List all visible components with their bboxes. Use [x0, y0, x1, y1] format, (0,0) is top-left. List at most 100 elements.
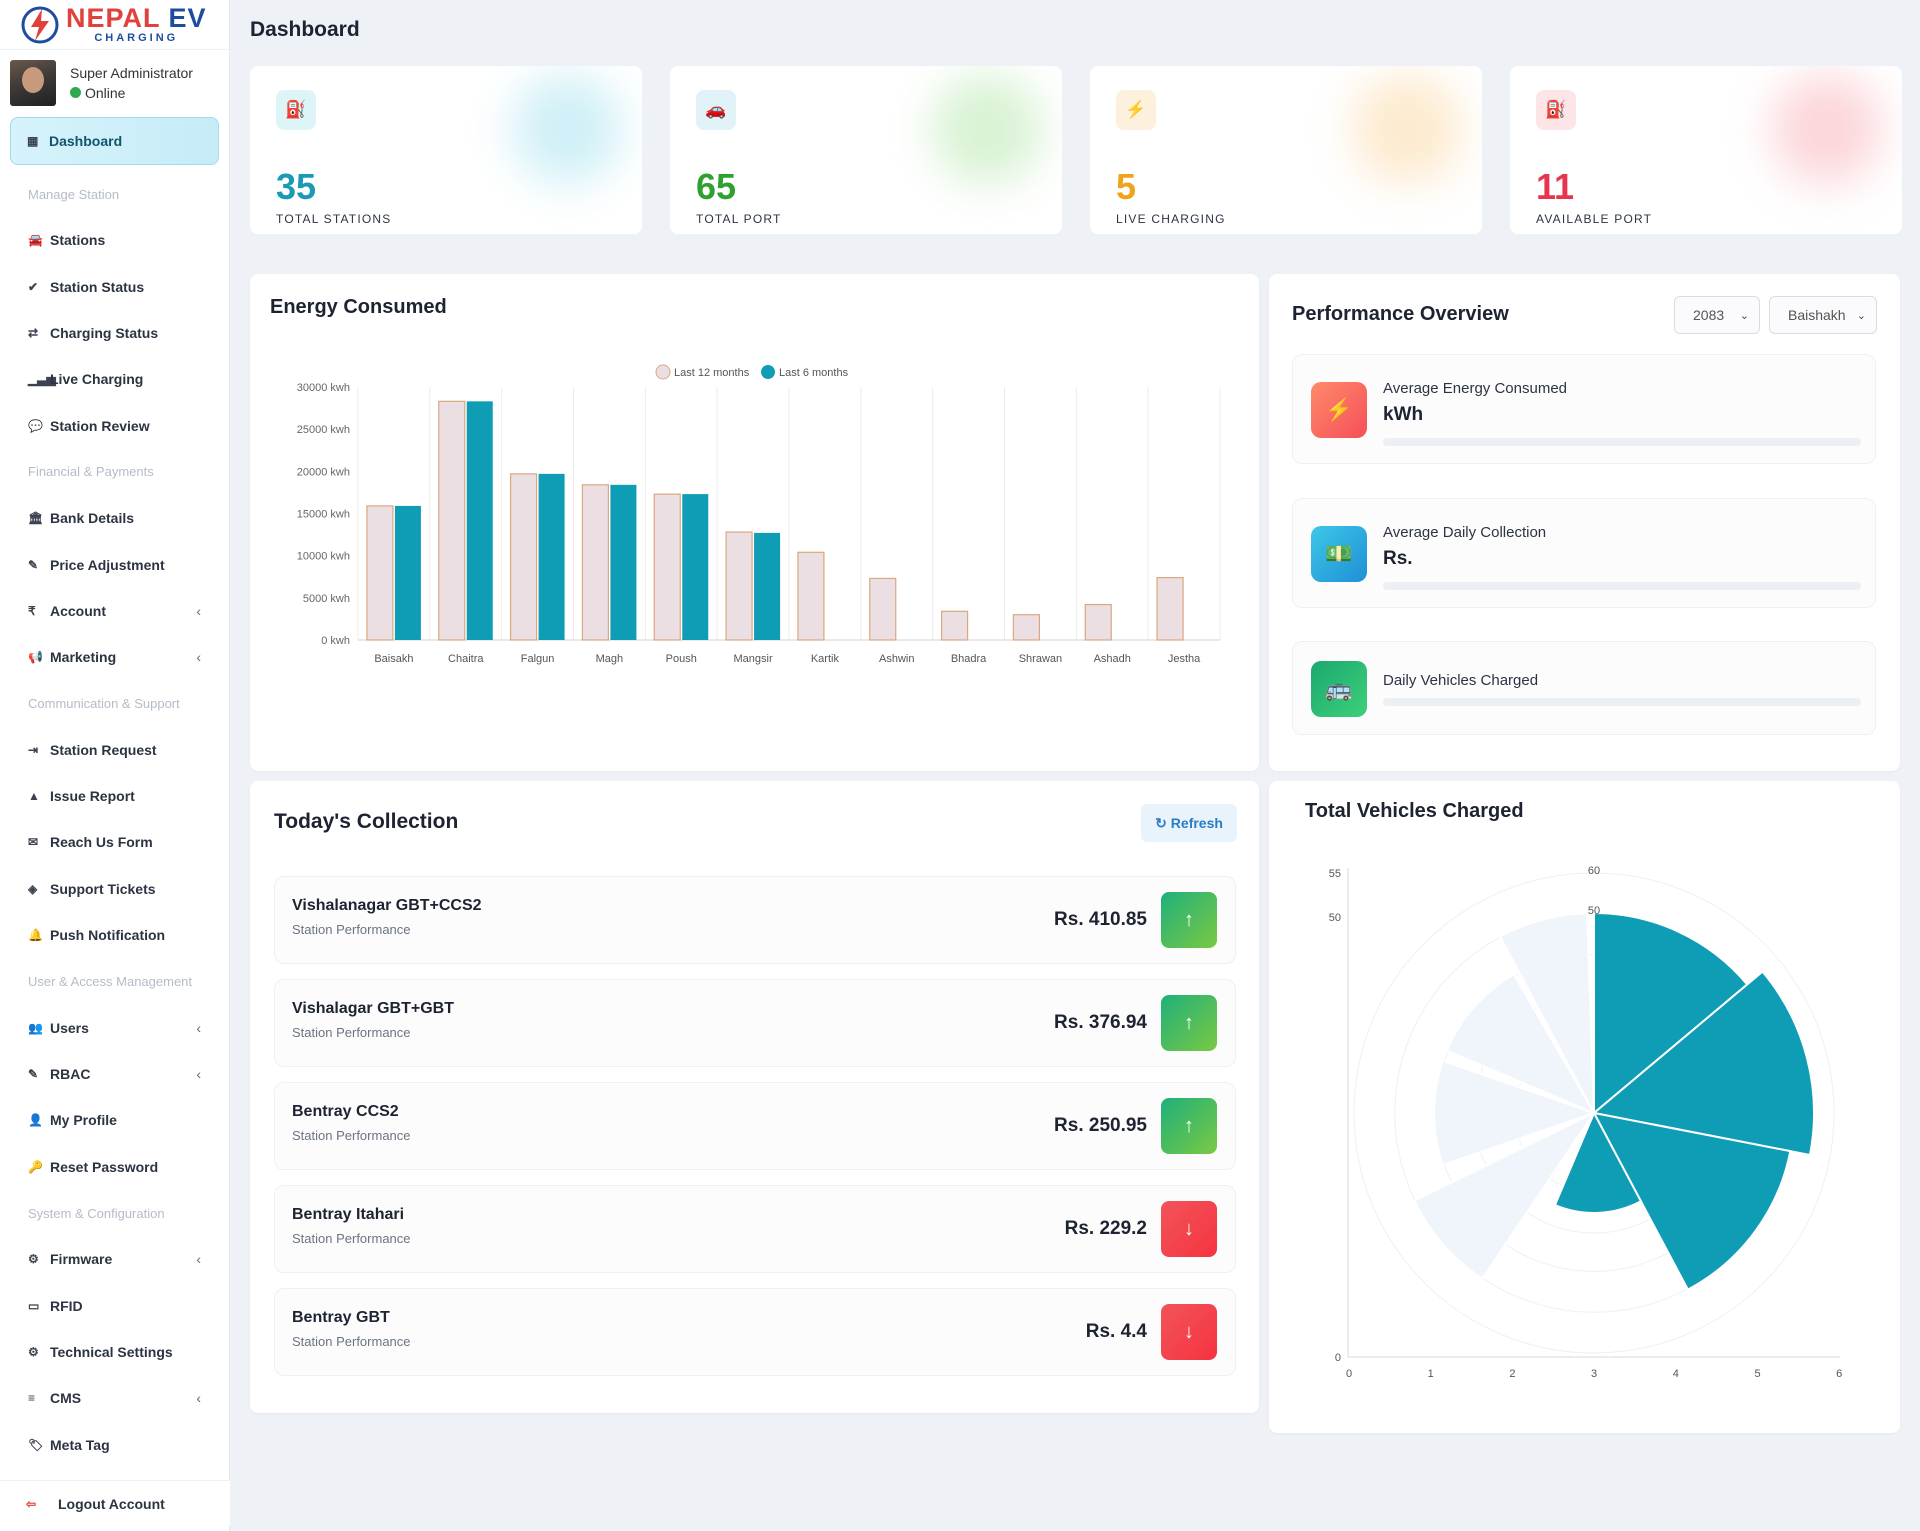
stat-card-live-charging[interactable]: ⚡ LIVE CHARGING 5 [1090, 66, 1482, 234]
refresh-button[interactable]: ↻ Refresh [1141, 804, 1237, 842]
sidebar-item-meta-tag[interactable]: 🏷 Meta Tag [10, 1422, 219, 1468]
station-name: Vishalanagar GBT+CCS2 [292, 897, 482, 914]
collection-row[interactable]: Bentray Itahari Station Performance Rs. 22… [274, 1185, 1236, 1273]
chevron-left-icon[interactable]: ‹ [196, 1019, 201, 1036]
x-tick-label: Chaitra [448, 653, 484, 665]
sidebar-item-label: Firmware [50, 1251, 113, 1268]
arrow-up-icon: ↑ [1161, 995, 1217, 1051]
key-icon: 🔑 [28, 1159, 43, 1174]
x-tick-label: 5 [1754, 1368, 1760, 1380]
collection-amount: Rs. 229.2 [1064, 1218, 1147, 1239]
bar-last-6-months [610, 484, 637, 640]
polar-grid-ring [1353, 872, 1835, 1354]
sidebar-item-station-review[interactable]: 💬 Station Review [10, 403, 219, 449]
sidebar-item-station-request[interactable]: ⇥ Station Request [10, 727, 219, 773]
station-subtitle: Station Performance [292, 1128, 411, 1143]
stat-card-total-port[interactable]: 🚗 TOTAL PORT 65 [670, 66, 1062, 234]
perf-progress-bar [1383, 582, 1861, 590]
collection-amount: Rs. 250.95 [1054, 1115, 1147, 1136]
sidebar-item-reach-us-form[interactable]: ✉ Reach Us Form [10, 819, 219, 865]
perf-item-average-daily-collection: 💵 Average Daily Collection Rs. [1292, 498, 1876, 608]
x-tick-label: Shrawan [1019, 653, 1062, 665]
sidebar-item-dashboard[interactable]: ▦ Dashboard [10, 117, 219, 165]
collection-row[interactable]: Bentray CCS2 Station Performance Rs. 250.9… [274, 1082, 1236, 1170]
station-subtitle: Station Performance [292, 922, 411, 937]
avatar[interactable] [10, 59, 56, 106]
edit-icon: ✎ [28, 1067, 39, 1082]
month-select[interactable]: Baishakh ⌄ [1769, 296, 1877, 334]
bar-last-6-months [754, 532, 781, 640]
envelope-icon: ✉ [28, 835, 39, 850]
todays-collection-title: Today's Collection [274, 810, 459, 833]
sidebar-item-label: RBAC [50, 1066, 91, 1083]
station-name: Bentray CCS2 [292, 1103, 399, 1120]
edit-icon: ✎ [28, 557, 39, 572]
energy-bar-chart: 0 kwh 5000 kwh 10000 kwh 15000 kwh 20000 kwh… [297, 364, 1221, 665]
sidebar-item-support-tickets[interactable]: ◈ Support Tickets [10, 866, 219, 912]
sidebar-item-firmware[interactable]: ⚙ Firmware ‹ [10, 1236, 219, 1282]
chevron-left-icon[interactable]: ‹ [196, 1066, 201, 1083]
sidebar-item-technical-settings[interactable]: ⚙ Technical Settings [10, 1329, 219, 1375]
stat-card-available-port[interactable]: ⛽ AVAILABLE PORT 11 [1510, 66, 1902, 234]
sidebar-item-charging-status[interactable]: ⇄ Charging Status [10, 310, 219, 356]
user-icon: 👤 [28, 1113, 43, 1128]
sidebar-item-live-charging[interactable]: ▁▃▅ Live Charging [10, 356, 219, 402]
sidebar-item-rfid[interactable]: ▭ RFID [10, 1282, 219, 1328]
polar-slice [1591, 970, 1815, 1157]
chevron-left-icon[interactable]: ‹ [196, 602, 201, 619]
station-icon: ⛽ [276, 90, 316, 130]
y-tick-label: 15000 kwh [297, 509, 350, 521]
menu-icon: ≡ [28, 1391, 36, 1406]
exchange-icon: ⇄ [28, 325, 39, 340]
station-name: Vishalagar GBT+GBT [292, 1000, 454, 1017]
bank-icon: 🏛 [28, 511, 44, 526]
sidebar-item-account[interactable]: ₹ Account ‹ [10, 588, 219, 634]
signal-icon: ▁▃▅ [28, 372, 56, 387]
stat-card-total-stations[interactable]: ⛽ TOTAL STATIONS 35 [250, 66, 642, 234]
sidebar-item-push-notification[interactable]: 🔔 Push Notification [10, 912, 219, 958]
stat-glow [1352, 74, 1462, 184]
collection-amount: Rs. 410.85 [1054, 909, 1147, 930]
collection-row[interactable]: Vishalagar GBT+GBT Station Performance Rs.… [274, 979, 1236, 1067]
month-select-value: Baishakh [1788, 307, 1846, 323]
users-icon: 👥 [28, 1020, 43, 1035]
sidebar-item-cms[interactable]: ≡ CMS ‹ [10, 1375, 219, 1421]
chevron-left-icon[interactable]: ‹ [196, 649, 201, 666]
brand-logo[interactable]: NEPAL EV CHARGING [0, 0, 229, 50]
polar-slice [1412, 1110, 1597, 1281]
tag-icon: 🏷 [28, 1437, 44, 1452]
year-select[interactable]: 2083 ⌄ [1674, 296, 1760, 334]
x-tick-label: Poush [666, 653, 697, 665]
x-tick-label: 2 [1509, 1368, 1515, 1380]
plug-bolt-icon [18, 5, 62, 45]
sidebar-item-bank-details[interactable]: 🏛 Bank Details [10, 495, 219, 541]
bar-last-12-months [581, 484, 610, 641]
energy-consumed-title: Energy Consumed [270, 296, 447, 318]
comments-icon: 💬 [28, 418, 43, 433]
sidebar-item-price-adjustment[interactable]: ✎ Price Adjustment [10, 541, 219, 587]
sidebar-item-marketing[interactable]: 📢 Marketing ‹ [10, 634, 219, 680]
chevron-left-icon[interactable]: ‹ [196, 1251, 201, 1268]
sidebar-item-stations[interactable]: 🚘 Stations [10, 217, 219, 263]
sidebar-item-label: Charging Status [50, 324, 159, 341]
refresh-label: Refresh [1170, 815, 1223, 831]
sidebar-nav: ▦ Dashboard Manage Station 🚘 Stations ✔ Statio… [0, 117, 229, 1468]
x-tick-label: 6 [1836, 1368, 1842, 1380]
bar-last-12-months [509, 473, 538, 641]
perf-label: Average Energy Consumed [1383, 380, 1567, 397]
cog-icon: ⚙ [28, 1345, 39, 1359]
warning-icon: ▲ [28, 789, 40, 804]
chevron-left-icon[interactable]: ‹ [196, 1390, 201, 1407]
sidebar-item-rbac[interactable]: ✎ RBAC ‹ [10, 1051, 219, 1097]
logout-button[interactable]: ⇦ Logout Account [0, 1480, 230, 1526]
collection-row[interactable]: Vishalanagar GBT+CCS2 Station Performance… [274, 876, 1236, 964]
collection-row[interactable]: Bentray GBT Station Performance Rs. 4.4 ↓ [274, 1288, 1236, 1376]
sign-in-icon: ⇥ [28, 742, 39, 757]
sidebar-item-station-status[interactable]: ✔ Station Status [10, 263, 219, 309]
sidebar-item-reset-password[interactable]: 🔑 Reset Password [10, 1144, 219, 1190]
sidebar-item-my-profile[interactable]: 👤 My Profile [10, 1097, 219, 1143]
x-tick-label: 1 [1428, 1368, 1434, 1380]
sidebar-item-issue-report[interactable]: ▲ Issue Report [10, 773, 219, 819]
sidebar-item-users[interactable]: 👥 Users ‹ [10, 1004, 219, 1050]
sidebar-item-label: Support Tickets [50, 880, 156, 897]
